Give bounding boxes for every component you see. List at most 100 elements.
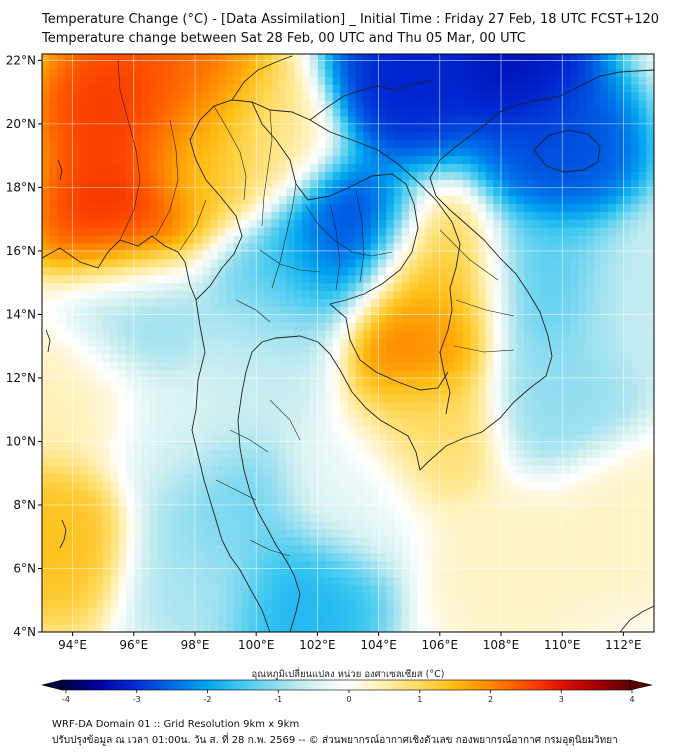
field-cell bbox=[141, 624, 150, 632]
field-cell bbox=[279, 497, 288, 506]
field-cell bbox=[263, 76, 273, 85]
field-cell bbox=[432, 290, 441, 300]
field-cell bbox=[217, 608, 227, 617]
field-cell bbox=[348, 520, 357, 530]
field-cell bbox=[409, 481, 418, 490]
field-cell bbox=[103, 123, 112, 133]
field-cell bbox=[202, 385, 211, 395]
field-cell bbox=[80, 115, 89, 125]
field-cell bbox=[187, 362, 196, 371]
field-cell bbox=[49, 584, 58, 593]
field-cell bbox=[401, 568, 410, 577]
field-cell bbox=[225, 54, 234, 61]
field-cell bbox=[470, 433, 479, 442]
field-cell bbox=[279, 92, 288, 101]
field-cell bbox=[42, 568, 51, 577]
field-cell bbox=[439, 115, 448, 125]
field-cell bbox=[256, 377, 265, 387]
field-cell bbox=[210, 354, 219, 363]
field-cell bbox=[393, 115, 403, 125]
field-cell bbox=[340, 536, 349, 546]
field-cell bbox=[172, 274, 181, 284]
field-cell bbox=[478, 68, 487, 77]
field-cell bbox=[103, 362, 112, 371]
field-cell bbox=[72, 187, 81, 196]
field-cell bbox=[42, 123, 51, 133]
field-cell bbox=[210, 115, 219, 125]
field-cell bbox=[217, 624, 227, 632]
field-cell bbox=[401, 274, 410, 284]
field-cell bbox=[110, 235, 120, 244]
field-cell bbox=[110, 417, 120, 427]
field-cell bbox=[133, 584, 142, 593]
field-cell bbox=[42, 512, 51, 522]
field-cell bbox=[149, 600, 158, 609]
field-cell bbox=[562, 425, 571, 435]
field-cell bbox=[348, 92, 357, 101]
field-cell bbox=[325, 171, 334, 180]
field-cell bbox=[95, 441, 104, 450]
field-cell bbox=[156, 163, 166, 173]
field-cell bbox=[493, 243, 502, 252]
field-cell bbox=[370, 235, 380, 244]
field-cell bbox=[279, 608, 288, 617]
field-cell bbox=[309, 282, 319, 292]
field-cell bbox=[195, 219, 204, 228]
field-cell bbox=[149, 552, 158, 562]
field-cell bbox=[164, 481, 173, 490]
field-cell bbox=[87, 155, 97, 165]
field-cell bbox=[217, 481, 227, 490]
field-cell bbox=[271, 258, 280, 268]
field-cell bbox=[233, 433, 242, 442]
field-cell bbox=[240, 489, 250, 498]
field-cell bbox=[87, 481, 97, 490]
field-cell bbox=[141, 298, 150, 307]
field-cell bbox=[409, 528, 418, 538]
field-cell bbox=[501, 481, 510, 490]
field-cell bbox=[172, 60, 181, 69]
field-cell bbox=[225, 314, 234, 323]
field-cell bbox=[439, 147, 448, 157]
field-cell bbox=[133, 338, 142, 347]
field-cell bbox=[233, 377, 242, 387]
field-cell bbox=[302, 560, 311, 569]
field-cell bbox=[355, 497, 364, 506]
field-cell bbox=[256, 84, 265, 93]
field-cell bbox=[271, 536, 280, 546]
field-cell bbox=[325, 520, 334, 530]
field-cell bbox=[478, 600, 487, 609]
field-cell bbox=[539, 584, 548, 593]
field-cell bbox=[355, 354, 364, 363]
field-cell bbox=[72, 60, 81, 69]
field-cell bbox=[409, 227, 418, 236]
field-cell bbox=[118, 195, 127, 204]
field-cell bbox=[263, 512, 273, 522]
field-cell bbox=[562, 560, 571, 569]
field-cell bbox=[447, 489, 456, 498]
field-cell bbox=[386, 123, 395, 133]
field-cell bbox=[317, 441, 326, 450]
field-cell bbox=[271, 528, 280, 538]
field-cell bbox=[225, 68, 234, 77]
field-cell bbox=[286, 219, 295, 228]
field-cell bbox=[95, 346, 104, 355]
field-cell bbox=[103, 520, 112, 530]
field-cell bbox=[42, 243, 51, 252]
field-cell bbox=[187, 155, 196, 165]
field-cell bbox=[172, 123, 181, 133]
field-cell bbox=[141, 481, 150, 490]
field-cell bbox=[156, 235, 166, 244]
field-cell bbox=[95, 560, 104, 569]
field-cell bbox=[80, 298, 89, 307]
field-cell bbox=[110, 100, 120, 109]
field-cell bbox=[554, 298, 563, 307]
field-cell bbox=[516, 552, 525, 562]
field-cell bbox=[141, 290, 150, 300]
field-cell bbox=[271, 544, 280, 554]
field-cell bbox=[248, 282, 257, 292]
field-cell bbox=[386, 425, 395, 435]
field-cell bbox=[348, 592, 357, 601]
field-cell bbox=[516, 266, 525, 276]
field-cell bbox=[164, 608, 173, 617]
field-cell bbox=[279, 473, 288, 482]
